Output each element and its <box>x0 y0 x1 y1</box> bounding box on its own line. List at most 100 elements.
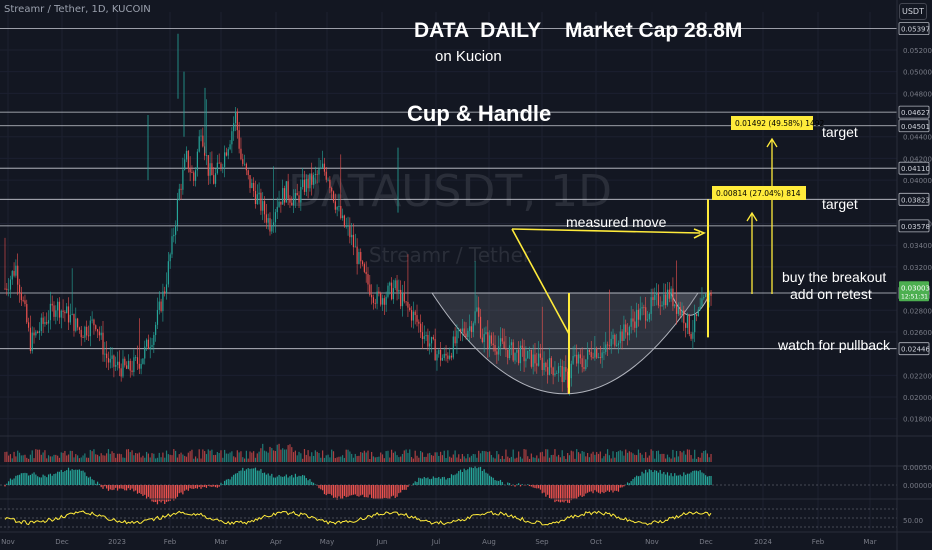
level-price-label: 0.03823 <box>901 196 930 204</box>
volume-bar <box>646 457 649 462</box>
histogram-bar <box>37 476 39 485</box>
histogram-bar <box>351 485 353 496</box>
level-price-badge[interactable] <box>898 219 930 233</box>
histogram-bar <box>699 470 701 485</box>
volume-bar <box>459 458 462 462</box>
candle-body <box>670 288 672 299</box>
measure-box-2-bg[interactable] <box>731 116 813 130</box>
candle-body <box>363 264 365 272</box>
candle-body <box>543 362 545 371</box>
histogram-bar <box>425 478 427 485</box>
measured-move-diagonal[interactable] <box>511 228 570 335</box>
target-arrow-1-head[interactable] <box>746 211 758 222</box>
volume-bar <box>198 449 200 462</box>
candle-body <box>381 298 384 305</box>
price-axis[interactable]: 0.05200 0.05000 0.04800 0.04400 0.04200 0.040… <box>898 22 932 525</box>
volume-bar <box>325 455 327 462</box>
histogram-bar <box>180 485 182 493</box>
volume-bar <box>438 455 440 462</box>
volume-bar <box>470 455 473 462</box>
candle-body <box>278 201 280 207</box>
candle-body <box>579 354 581 359</box>
level-price-badge[interactable] <box>898 119 930 133</box>
candle-body <box>343 215 346 227</box>
candle-body <box>251 182 253 188</box>
histogram-bar <box>436 477 438 485</box>
histogram-bar <box>686 473 689 485</box>
candle-body <box>22 300 24 301</box>
candle-body <box>327 179 329 181</box>
measured-move-arrowhead[interactable] <box>693 228 706 239</box>
candle-body <box>33 332 35 336</box>
volume-bar <box>461 454 463 462</box>
level-price-badge[interactable] <box>898 105 930 119</box>
candle-body <box>263 201 266 215</box>
histogram-bar <box>64 470 66 485</box>
volume-bar <box>147 453 149 462</box>
volume-bar <box>283 449 286 462</box>
time-axis[interactable]: Nov Dec 2023 Feb Mar Apr May Jun Jul Aug Sep Oct Nov… <box>1 538 877 546</box>
cup-shape[interactable] <box>431 292 699 395</box>
histogram-bar <box>637 476 640 485</box>
volume-bar <box>276 444 278 462</box>
candle-body <box>659 305 661 307</box>
volume-bar <box>207 449 209 462</box>
cup-handle-drawing[interactable] <box>431 292 711 395</box>
level-price-label: 0.04501 <box>901 123 930 131</box>
histogram-bar <box>107 485 110 491</box>
price-tick-label: 0.05200 <box>903 47 932 55</box>
annotation-lines[interactable] <box>511 137 778 394</box>
volume-bar <box>414 450 416 462</box>
volume-bar <box>398 457 400 462</box>
candle-body <box>479 316 482 338</box>
histogram-bar <box>73 469 75 485</box>
level-price-badge[interactable] <box>898 192 930 206</box>
candle-body <box>77 318 79 328</box>
measure-box-1-bg[interactable] <box>712 186 806 200</box>
measured-move-line[interactable] <box>511 228 701 234</box>
histogram-bar <box>358 485 360 497</box>
measure-box-2-label: 0.01492 (49.58%) 1492 <box>735 119 825 128</box>
candle-body <box>459 329 462 332</box>
histogram-bar <box>394 485 396 498</box>
price-tick-label: 0.04200 <box>903 155 932 163</box>
candle-body <box>472 323 474 333</box>
volume-bar <box>383 458 385 462</box>
candle-body <box>292 198 295 206</box>
volume-bar <box>37 449 39 462</box>
volume-bar <box>389 457 391 462</box>
candle-body <box>643 307 645 308</box>
volume-bar <box>78 458 81 462</box>
level-price-badge[interactable] <box>898 22 930 35</box>
volume-bar <box>240 451 242 462</box>
histogram-bar <box>518 483 520 485</box>
histogram-bar <box>634 477 636 485</box>
volume-bar <box>260 448 262 462</box>
candle-body <box>9 279 12 290</box>
pullback-text: watch for pullback <box>777 337 891 353</box>
volume-bar <box>71 450 73 462</box>
target-arrow-2-head[interactable] <box>766 137 778 148</box>
volume-bar <box>273 450 275 462</box>
current-price-badge[interactable] <box>899 281 929 302</box>
histogram-bar <box>463 468 465 485</box>
candle-body <box>316 173 318 175</box>
volume-bar <box>554 449 556 462</box>
horizontal-levels[interactable] <box>0 28 897 350</box>
currency-button[interactable]: USDT <box>899 3 927 20</box>
histogram-bar <box>412 483 414 485</box>
candle-body <box>626 332 629 336</box>
volume-bar <box>659 454 661 462</box>
time-tick-label: Feb <box>164 538 177 546</box>
volume-bar <box>577 452 580 462</box>
volume-bar <box>49 456 51 462</box>
histogram-bar <box>650 470 652 485</box>
candle-body <box>276 206 278 213</box>
candle-body <box>15 265 17 276</box>
level-price-badge[interactable] <box>898 161 930 175</box>
volume-bar <box>372 456 375 462</box>
level-price-badge[interactable] <box>898 342 930 356</box>
candle-body <box>596 348 598 358</box>
volume-bar <box>583 451 585 462</box>
